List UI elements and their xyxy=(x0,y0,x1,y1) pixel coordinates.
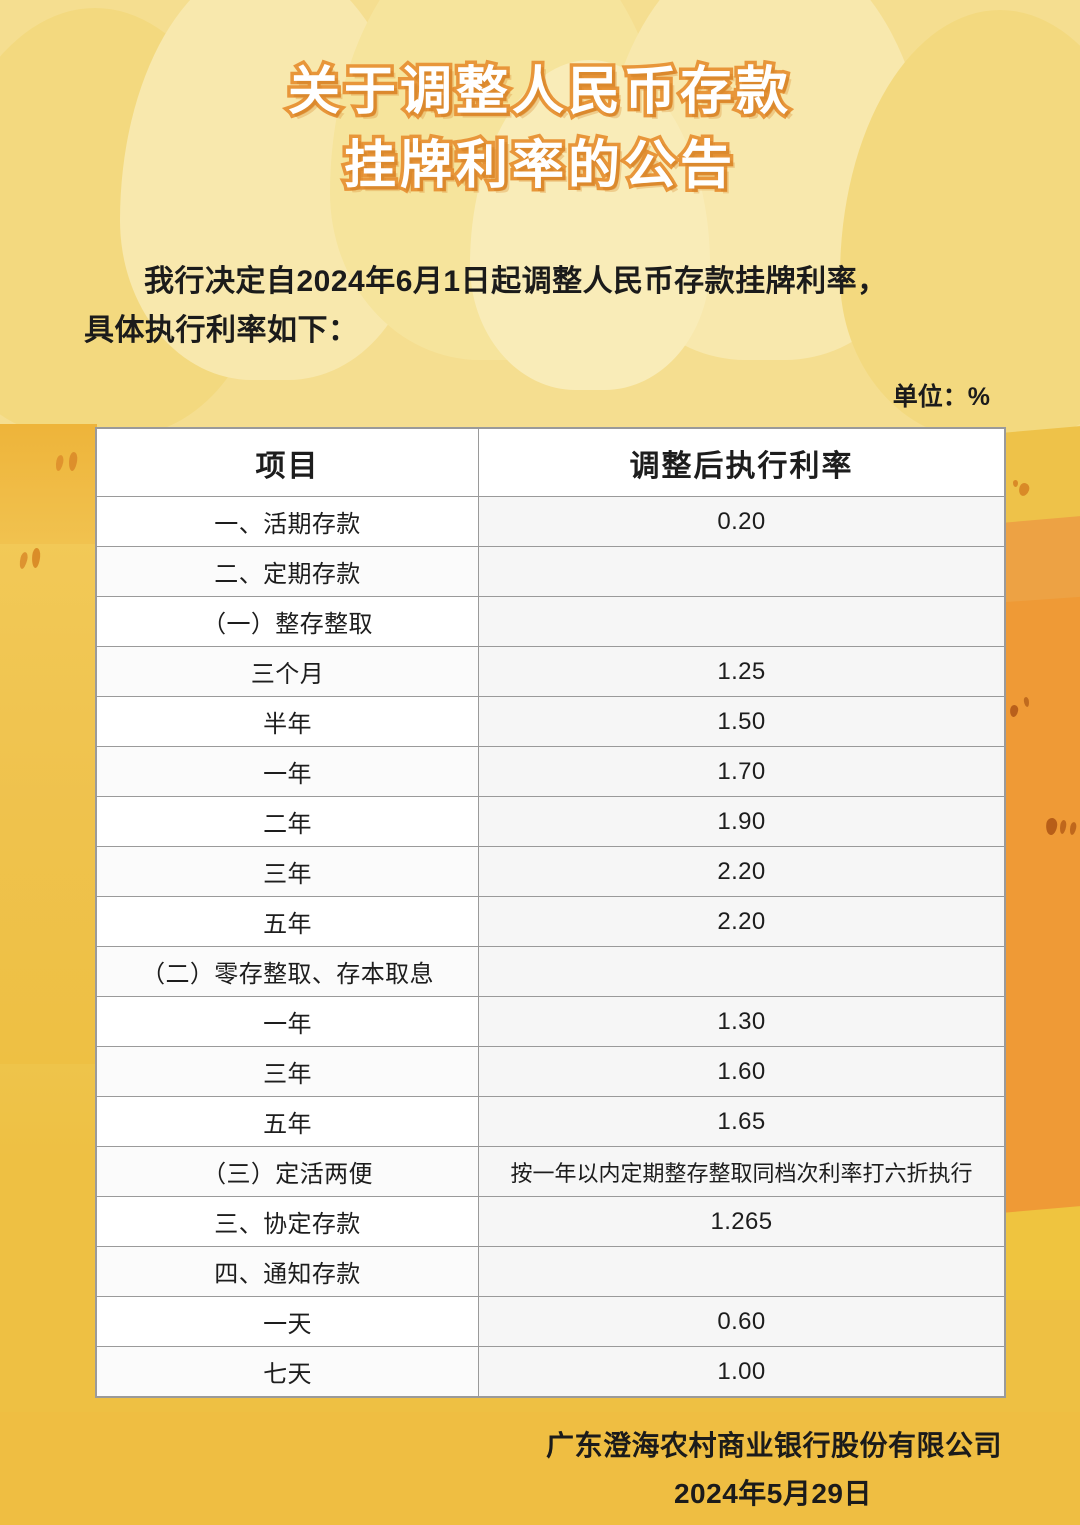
column-header-item: 项目 xyxy=(96,428,479,497)
footer-band xyxy=(0,1412,1080,1525)
cell-rate: 1.00 xyxy=(478,1346,1005,1397)
cell-rate: 1.65 xyxy=(478,1096,1005,1147)
footer-company-name: 广东澄海农村商业银行股份有限公司 xyxy=(545,1430,1002,1461)
cell-rate: 2.20 xyxy=(478,846,1005,897)
cell-item: 二、定期存款 xyxy=(96,546,479,597)
table-header: 项目 调整后执行利率 xyxy=(96,428,1005,497)
table-row: 二年 1.90 xyxy=(96,796,1005,847)
table-row: 一年 1.30 xyxy=(96,996,1005,1047)
footer-date: 2024年5月29日 xyxy=(673,1478,872,1509)
table-header-row: 项目 调整后执行利率 xyxy=(96,428,1005,497)
table-row: 一、活期存款 0.20 xyxy=(96,496,1005,547)
cell-rate: 0.60 xyxy=(478,1296,1005,1347)
cell-rate xyxy=(478,546,1005,597)
cell-item: 四、通知存款 xyxy=(96,1246,479,1297)
cell-rate: 按一年以内定期整存整取同档次利率打六折执行 xyxy=(478,1146,1005,1197)
table-row: （三）定活两便 按一年以内定期整存整取同档次利率打六折执行 xyxy=(96,1146,1005,1197)
column-header-rate: 调整后执行利率 xyxy=(478,428,1005,497)
cell-item: （一）整存整取 xyxy=(96,596,479,647)
cell-item: 五年 xyxy=(96,896,479,947)
table-row: 三年 1.60 xyxy=(96,1046,1005,1097)
page-title: 关于调整人民币存款 挂牌利率的公告 xyxy=(0,56,1080,204)
cell-rate: 1.265 xyxy=(478,1196,1005,1247)
left-gold-band-top xyxy=(0,424,97,544)
cell-item: （二）零存整取、存本取息 xyxy=(96,946,479,997)
table-row: 五年 2.20 xyxy=(96,896,1005,947)
cell-item: 三年 xyxy=(96,846,479,897)
title-line-2: 挂牌利率的公告 xyxy=(340,132,736,199)
cell-rate: 1.90 xyxy=(478,796,1005,847)
intro-line-1: 我行决定自2024年6月1日起调整人民币存款挂牌利率， xyxy=(144,265,888,298)
table-body: 一、活期存款 0.20 二、定期存款 （一）整存整取 三个月 1.25 半年 1.50 一年 1.… xyxy=(96,496,1005,1397)
intro-paragraph: 我行决定自2024年6月1日起调整人民币存款挂牌利率， 具体执行利率如下： xyxy=(84,258,1000,355)
deposit-rate-table: 项目 调整后执行利率 一、活期存款 0.20 二、定期存款 （一）整存整取 三个月 1.2… xyxy=(96,428,1005,1397)
cell-item: 一天 xyxy=(96,1296,479,1347)
cell-item: 一年 xyxy=(96,746,479,797)
cell-rate xyxy=(478,1246,1005,1297)
cell-item: 三、协定存款 xyxy=(96,1196,479,1247)
title-line-1: 关于调整人民币存款 xyxy=(284,59,792,126)
table-row: 一年 1.70 xyxy=(96,746,1005,797)
cell-rate: 0.20 xyxy=(478,496,1005,547)
cell-item: （三）定活两便 xyxy=(96,1146,479,1197)
unit-label: 单位：% xyxy=(892,383,990,411)
table-row: 七天 1.00 xyxy=(96,1346,1005,1397)
table-row: （一）整存整取 xyxy=(96,596,1005,647)
cell-item: 半年 xyxy=(96,696,479,747)
cell-rate: 1.70 xyxy=(478,746,1005,797)
table-row: 一天 0.60 xyxy=(96,1296,1005,1347)
cell-rate: 1.50 xyxy=(478,696,1005,747)
cloud-shape-6 xyxy=(470,60,710,390)
cell-item: 二年 xyxy=(96,796,479,847)
cell-item: 七天 xyxy=(96,1346,479,1397)
cell-item: 三年 xyxy=(96,1046,479,1097)
table-row: 四、通知存款 xyxy=(96,1246,1005,1297)
intro-line-2: 具体执行利率如下： xyxy=(84,313,359,347)
table-row: 二、定期存款 xyxy=(96,546,1005,597)
cell-rate xyxy=(478,596,1005,647)
cell-rate: 1.25 xyxy=(478,646,1005,697)
table-row: 五年 1.65 xyxy=(96,1096,1005,1147)
table-row: （二）零存整取、存本取息 xyxy=(96,946,1005,997)
cell-rate: 1.30 xyxy=(478,996,1005,1047)
cell-item: 五年 xyxy=(96,1096,479,1147)
table-row: 半年 1.50 xyxy=(96,696,1005,747)
table-row: 三、协定存款 1.265 xyxy=(96,1196,1005,1247)
cell-rate: 2.20 xyxy=(478,896,1005,947)
cell-item: 三个月 xyxy=(96,646,479,697)
cell-rate: 1.60 xyxy=(478,1046,1005,1097)
table-row: 三年 2.20 xyxy=(96,846,1005,897)
cell-item: 一、活期存款 xyxy=(96,496,479,547)
cell-item: 一年 xyxy=(96,996,479,1047)
table-row: 三个月 1.25 xyxy=(96,646,1005,697)
speckle-right-2 xyxy=(1013,480,1018,487)
cell-rate xyxy=(478,946,1005,997)
